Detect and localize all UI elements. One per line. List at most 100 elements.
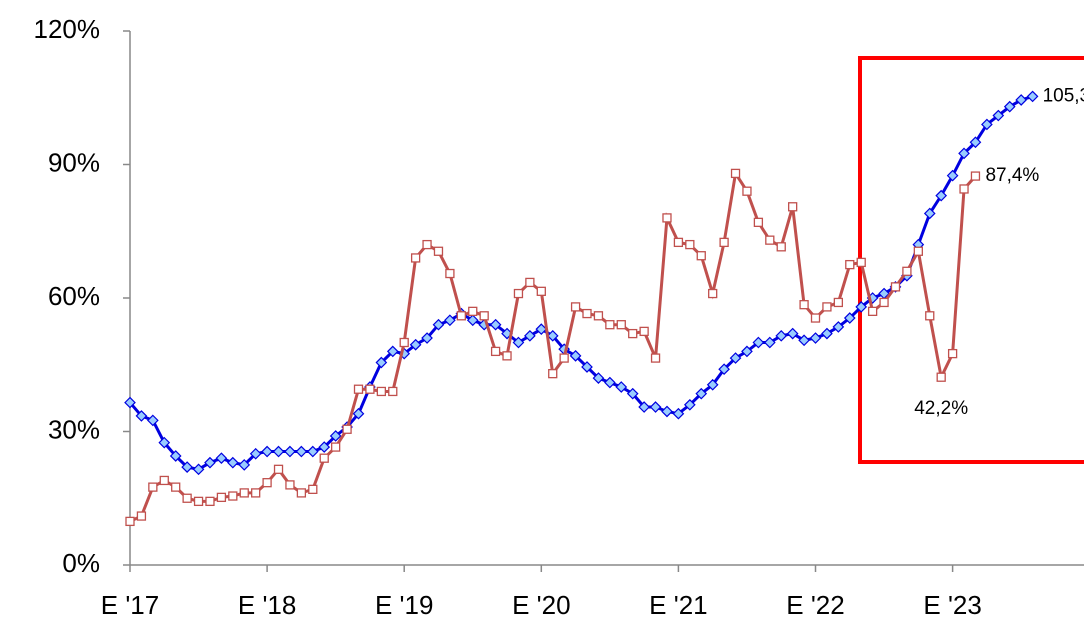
point-marker [512, 336, 525, 349]
point-marker [925, 311, 935, 321]
point-marker [524, 329, 536, 342]
point-marker [239, 488, 249, 498]
point-marker [318, 441, 331, 453]
point-marker [513, 288, 524, 299]
point-marker [685, 239, 695, 250]
point-marker [763, 336, 776, 349]
y-tick-label: 0% [62, 548, 100, 578]
point-marker [946, 169, 959, 182]
point-marker [832, 321, 845, 333]
point-marker [546, 329, 559, 342]
point-marker [959, 184, 969, 194]
point-marker [466, 314, 479, 327]
point-marker [410, 253, 421, 263]
point-marker [525, 277, 535, 288]
point-marker [193, 496, 204, 507]
point-marker [124, 396, 136, 409]
point-marker [628, 328, 638, 339]
point-marker [695, 387, 708, 400]
point-marker [399, 337, 409, 348]
point-marker [672, 407, 685, 420]
point-marker [226, 456, 239, 469]
point-marker [936, 372, 946, 382]
point-marker [798, 334, 810, 347]
point-marker [192, 463, 205, 476]
point-marker [249, 447, 262, 460]
point-marker [981, 118, 993, 131]
point-marker [775, 329, 788, 342]
x-tick-label: E '23 [923, 590, 981, 620]
point-marker [284, 445, 296, 458]
point-marker [238, 459, 251, 471]
point-marker [752, 336, 765, 349]
point-marker [295, 445, 308, 458]
point-marker [719, 237, 729, 248]
point-marker [592, 372, 605, 384]
point-marker [365, 384, 375, 394]
point-marker [181, 461, 193, 473]
point-marker [741, 345, 753, 358]
point-marker [570, 302, 581, 312]
data-label: 42,2% [914, 398, 968, 419]
point-marker [251, 488, 261, 498]
point-marker [159, 475, 169, 486]
point-marker [730, 168, 741, 179]
point-marker [456, 311, 466, 321]
y-tick-label: 60% [48, 281, 100, 311]
point-marker [855, 301, 868, 313]
highlight-box [858, 56, 1084, 464]
point-marker [776, 242, 786, 252]
point-marker [376, 386, 387, 397]
point-marker [638, 401, 650, 413]
point-marker [421, 332, 433, 344]
point-marker [650, 353, 661, 363]
point-marker [1003, 100, 1016, 113]
point-marker [388, 386, 398, 397]
point-marker [809, 332, 822, 344]
data-label: 105,3% [1043, 85, 1084, 106]
point-marker [765, 235, 775, 245]
point-marker [947, 348, 958, 359]
point-marker [228, 491, 238, 501]
point-marker [742, 186, 752, 196]
point-marker [285, 480, 295, 490]
point-marker [352, 407, 365, 420]
point-marker [158, 436, 171, 449]
point-marker [433, 246, 444, 256]
y-tick-label: 90% [48, 147, 100, 177]
point-marker [148, 482, 158, 492]
point-marker [969, 136, 982, 149]
point-marker [879, 297, 889, 308]
point-marker [215, 452, 228, 465]
x-tick-label: E '22 [786, 590, 844, 620]
point-marker [273, 464, 284, 474]
point-marker [913, 246, 923, 256]
point-marker [843, 312, 856, 324]
point-marker [422, 239, 432, 250]
point-marker [319, 453, 329, 463]
point-marker [856, 257, 866, 268]
point-marker [135, 410, 148, 422]
point-marker [581, 361, 593, 373]
point-marker [821, 327, 833, 340]
point-marker [661, 405, 673, 418]
point-marker [706, 378, 719, 391]
point-marker [810, 313, 821, 323]
point-marker [788, 202, 798, 212]
point-marker [535, 323, 548, 335]
point-marker [296, 488, 307, 498]
point-marker [1026, 90, 1039, 103]
point-marker [375, 356, 388, 369]
point-marker [171, 482, 181, 492]
point-marker [845, 259, 855, 270]
x-tick-label: E '17 [101, 590, 159, 620]
point-marker [502, 351, 512, 361]
point-marker [718, 363, 730, 376]
point-marker [169, 450, 182, 462]
point-marker [799, 300, 809, 310]
point-marker [604, 376, 616, 389]
point-marker [204, 456, 216, 469]
x-tick-label: E '20 [512, 590, 570, 620]
point-marker [489, 318, 502, 331]
point-marker [992, 109, 1005, 122]
